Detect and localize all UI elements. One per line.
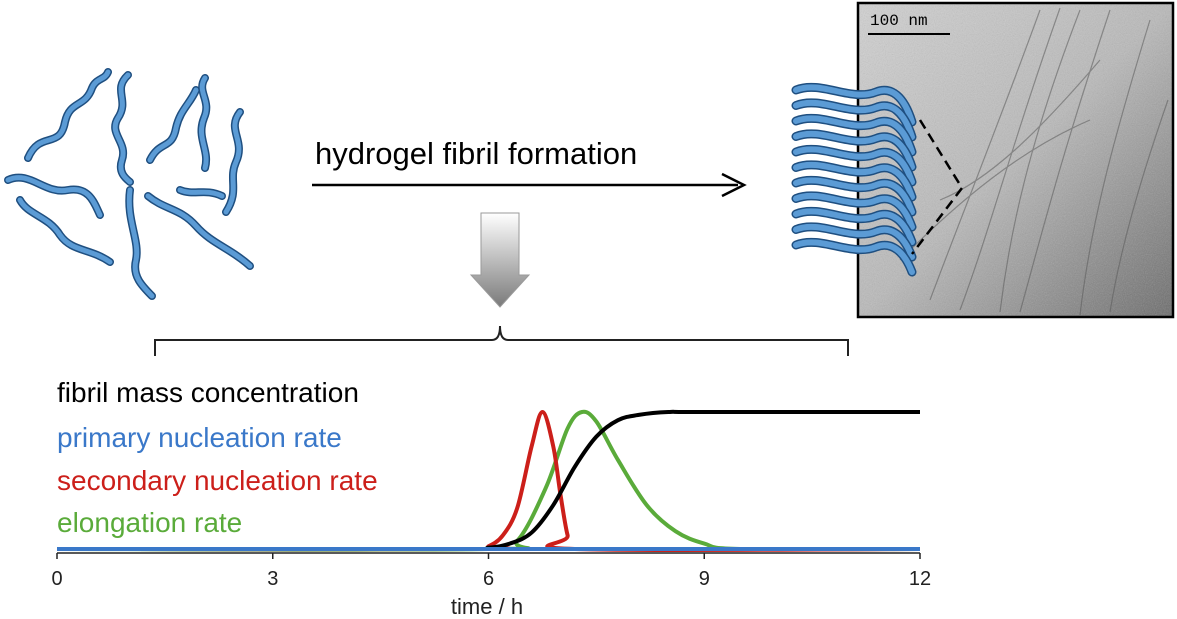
bundle-strand [793, 239, 915, 275]
legend-fibril-mass: fibril mass concentration [57, 377, 359, 408]
x-tick-label: 6 [483, 568, 494, 590]
peptide-strand [112, 72, 133, 185]
process-arrow [312, 172, 747, 198]
bracket [154, 325, 849, 356]
legend-secondary-nucleation: secondary nucleation rate [57, 465, 378, 496]
peptide-strand [223, 109, 243, 215]
micrograph-fibers [899, 7, 1169, 316]
bundle-strand [793, 161, 915, 200]
legend-elongation: elongation rate [57, 507, 242, 538]
peptide-strands-illustration [4, 68, 254, 300]
micrograph-fiber [1019, 9, 1111, 313]
x-tick-label: 0 [51, 568, 62, 590]
fibril-bundle-illustration [791, 82, 917, 277]
down-arrow [469, 212, 531, 308]
zoom-callout [911, 119, 964, 255]
peptide-strand [5, 175, 103, 218]
x-tick-label: 12 [909, 568, 931, 590]
peptide-strand [198, 75, 209, 171]
peptide-strand [126, 187, 155, 299]
peptide-strand [177, 187, 225, 199]
bundle-strand [793, 223, 915, 260]
peptide-strand [147, 87, 199, 163]
legend-primary-nucleation: primary nucleation rate [57, 422, 342, 453]
bundle-strand [793, 130, 915, 170]
chart-legend: fibril mass concentration primary nuclea… [57, 377, 378, 538]
kinetics-chart: 0 3 6 9 12 [51, 409, 931, 590]
micrograph-fiber [959, 7, 1061, 311]
bundle-strand [793, 208, 915, 245]
micrograph-fiber [929, 9, 1041, 301]
process-arrow-head [721, 172, 747, 198]
bundle-strand [793, 192, 915, 230]
x-tick-label: 3 [267, 568, 278, 590]
process-label: hydrogel fibril formation [315, 136, 637, 171]
bundle-strand [793, 115, 915, 155]
micrograph-fiber [1079, 19, 1151, 316]
bundle-strand [793, 84, 915, 125]
peptide-strand [17, 197, 113, 265]
micrograph-fiber [899, 119, 1091, 261]
peptide-strand [25, 69, 111, 161]
x-axis-label: time / h [451, 594, 523, 619]
bundle-strand [793, 177, 915, 215]
micrograph-fiber [999, 9, 1081, 313]
scale-bar-label: 100 nm [870, 12, 928, 30]
bundle-strand [793, 99, 915, 140]
micrograph-fiber [1109, 99, 1169, 313]
peptide-strand [145, 193, 253, 269]
x-tick-label: 9 [699, 568, 710, 590]
bundle-strand [793, 146, 915, 185]
